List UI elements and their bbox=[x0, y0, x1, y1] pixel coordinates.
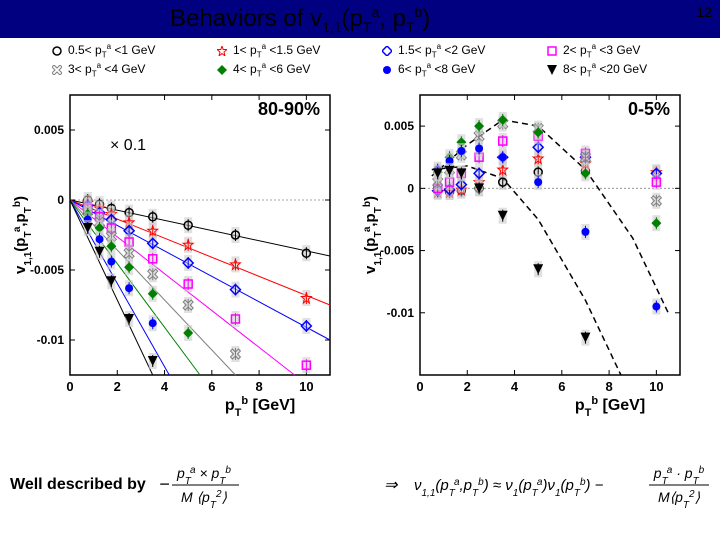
page-number: 12 bbox=[696, 4, 712, 20]
svg-text:80-90%: 80-90% bbox=[258, 99, 320, 119]
legend-item: 4< pTa <6 GeV bbox=[215, 61, 380, 78]
svg-text:pTa · pTb: pTa · pTb bbox=[653, 465, 705, 487]
page-title: Behaviors of v1,1(pTa, pTb) bbox=[170, 4, 430, 35]
svg-text:-0.005: -0.005 bbox=[380, 243, 414, 257]
svg-text:ν1,1(pTa,pTb) ≈ ν1(pTa)ν1(pTb): ν1,1(pTa,pTb) ≈ ν1(pTa)ν1(pTb) − bbox=[414, 477, 604, 499]
svg-text:0: 0 bbox=[66, 379, 73, 394]
legend-item: 1< pTa <1.5 GeV bbox=[215, 42, 380, 59]
legend-item: 3< pTa <4 GeV bbox=[50, 61, 215, 78]
footer: Well described by −pTa × pTbM ⟨pT2⟩ ⇒ ν1,1… bbox=[10, 460, 714, 510]
formula: −pTa × pTbM ⟨pT2⟩ ⇒ ν1,1(pTa,pTb) ≈ ν1(pTa… bbox=[154, 460, 714, 510]
legend-item: 0.5< pTa <1 GeV bbox=[50, 42, 215, 59]
svg-text:4: 4 bbox=[161, 379, 169, 394]
svg-text:0.005: 0.005 bbox=[34, 123, 64, 137]
legend-item: 6< pTa <8 GeV bbox=[380, 61, 545, 78]
svg-text:0: 0 bbox=[57, 193, 64, 207]
svg-text:-0.01: -0.01 bbox=[37, 333, 65, 347]
svg-text:v1,1(pTa,pTb): v1,1(pTa,pTb) bbox=[12, 196, 34, 274]
svg-text:−: − bbox=[159, 474, 170, 494]
svg-text:pTa × pTb: pTa × pTb bbox=[176, 465, 231, 487]
svg-text:6: 6 bbox=[558, 379, 565, 394]
footer-label: Well described by bbox=[10, 476, 146, 494]
svg-text:M ⟨pT2⟩: M ⟨pT2⟩ bbox=[181, 489, 227, 511]
svg-text:× 0.1: × 0.1 bbox=[110, 137, 146, 154]
svg-text:pTb [GeV]: pTb [GeV] bbox=[225, 395, 295, 419]
legend-item: 8< pTa <20 GeV bbox=[545, 61, 710, 78]
legend-item: 1.5< pTa <2 GeV bbox=[380, 42, 545, 59]
chart-right: 0 2 4 6 8 10 -0.01 -0.005 0 0.005 pTb [GeV] v1,1(pT… bbox=[360, 85, 700, 430]
svg-text:⇒: ⇒ bbox=[384, 477, 398, 494]
svg-text:2: 2 bbox=[114, 379, 121, 394]
svg-text:4: 4 bbox=[511, 379, 519, 394]
svg-text:0-5%: 0-5% bbox=[628, 99, 670, 119]
legend: 0.5< pTa <1 GeV1< pTa <1.5 GeV1.5< pTa <… bbox=[0, 38, 720, 85]
svg-text:6: 6 bbox=[208, 379, 215, 394]
svg-text:-0.005: -0.005 bbox=[30, 263, 64, 277]
svg-text:10: 10 bbox=[649, 379, 663, 394]
svg-text:8: 8 bbox=[255, 379, 262, 394]
svg-text:0.005: 0.005 bbox=[384, 119, 414, 133]
svg-text:0: 0 bbox=[407, 181, 414, 195]
svg-text:2: 2 bbox=[464, 379, 471, 394]
svg-text:v1,1(pTa,pTb): v1,1(pTa,pTb) bbox=[362, 196, 384, 274]
chart-left: 0 2 4 6 8 10 -0.01 -0.005 0 0.005 pTb [GeV] v1,1(pT… bbox=[10, 85, 350, 430]
charts-container: 0 2 4 6 8 10 -0.01 -0.005 0 0.005 pTb [GeV] v1,1(pT… bbox=[0, 85, 720, 430]
svg-text:pTb [GeV]: pTb [GeV] bbox=[575, 395, 645, 419]
legend-item: 2< pTa <3 GeV bbox=[545, 42, 710, 59]
svg-text:10: 10 bbox=[299, 379, 313, 394]
svg-text:M⟨pT2⟩: M⟨pT2⟩ bbox=[658, 489, 701, 511]
svg-text:-0.01: -0.01 bbox=[387, 306, 415, 320]
svg-text:8: 8 bbox=[605, 379, 612, 394]
title-text: Behaviors of v bbox=[170, 5, 322, 32]
svg-text:0: 0 bbox=[416, 379, 423, 394]
